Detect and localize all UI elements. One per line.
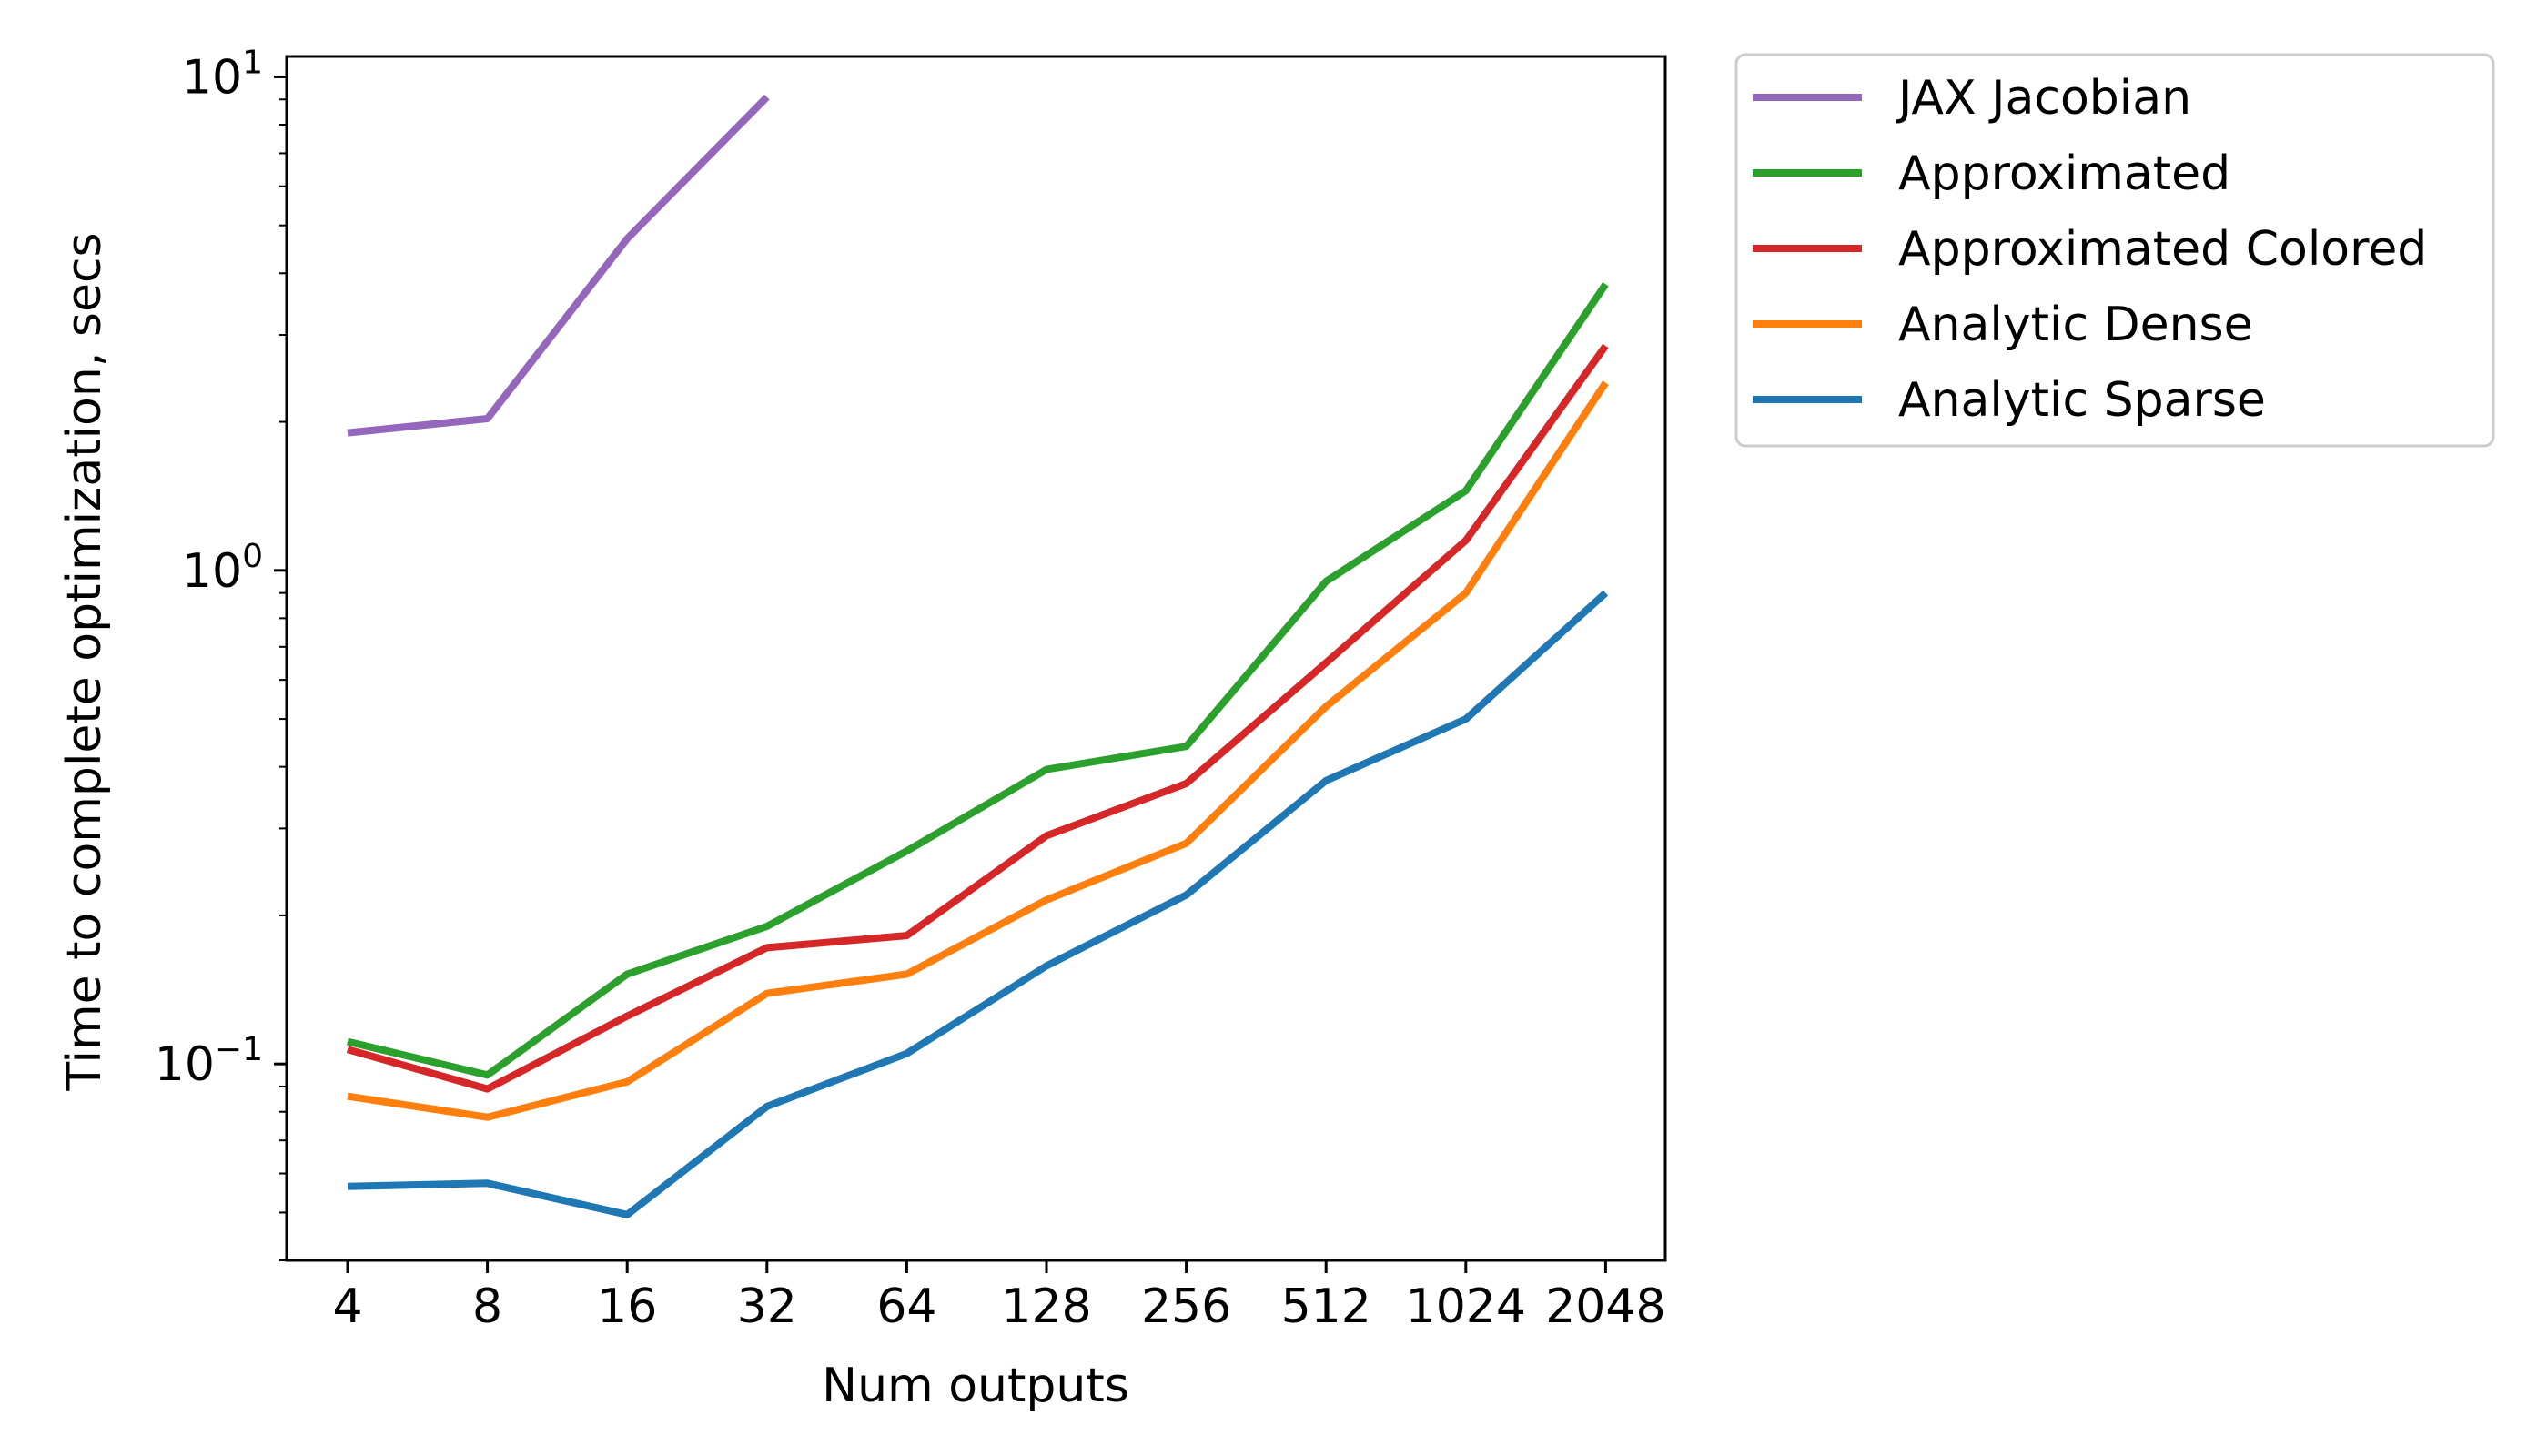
legend-label-0: JAX Jacobian [1896, 71, 2191, 126]
plot-frame [285, 55, 1667, 1262]
x-tick-label-5: 128 [1001, 1279, 1091, 1334]
y-axis-label: Time to complete optimization, secs [57, 232, 112, 1091]
x-tick-label-8: 1024 [1406, 1279, 1526, 1334]
x-tick-label-2: 16 [597, 1279, 657, 1334]
legend-label-2: Approximated Colored [1898, 222, 2427, 277]
x-tick-label-3: 32 [737, 1279, 797, 1334]
series-lines [346, 94, 1609, 1218]
y-tick-label-1: 100 [182, 538, 263, 599]
x-tick-label-1: 8 [472, 1279, 502, 1334]
y-tick-label-2: 101 [182, 44, 263, 105]
x-tick-label-4: 64 [876, 1279, 936, 1334]
legend-box [1734, 53, 2495, 448]
series-line-2 [346, 343, 1609, 1093]
legend-label-1: Approximated [1898, 147, 2230, 201]
x-axis-label: Num outputs [822, 1359, 1129, 1413]
series-line-0 [347, 94, 770, 437]
legend-label-4: Analytic Sparse [1898, 373, 2266, 428]
y-tick-label-0: 10−1 [155, 1031, 263, 1092]
legend: JAX Jacobian Approximated Approximated Col… [1734, 53, 2495, 448]
x-tick-label-7: 512 [1281, 1279, 1371, 1334]
series-line-1 [347, 282, 1609, 1079]
x-tick-label-0: 4 [332, 1279, 362, 1334]
series-line-3 [347, 380, 1609, 1121]
x-tick-label-9: 2048 [1545, 1279, 1665, 1334]
series-line-4 [347, 590, 1609, 1218]
legend-label-3: Analytic Dense [1898, 298, 2253, 352]
x-tick-label-6: 256 [1141, 1279, 1231, 1334]
axes: 4 8 16 32 64 128 256 512 1024 2048 10−1 100 101 [155, 44, 1667, 1334]
